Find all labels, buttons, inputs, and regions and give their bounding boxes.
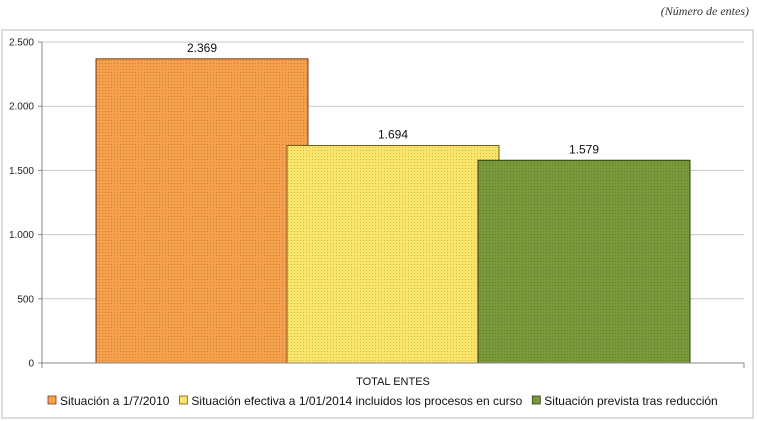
legend-swatch xyxy=(179,395,188,405)
y-tick-label: 0 xyxy=(28,359,34,370)
legend-swatch xyxy=(47,395,57,405)
data-label-2: 1.694 xyxy=(378,127,408,141)
legend-label: Situación efectiva a 1/01/2014 incluidos… xyxy=(191,394,522,408)
bar-2 xyxy=(286,144,500,364)
legend-label: Situación a 1/7/2010 xyxy=(60,394,170,408)
legend-item-3: Situación prevista tras reducción xyxy=(531,394,718,408)
legend-swatch xyxy=(531,395,541,405)
y-tick-label: 1.000 xyxy=(9,230,34,241)
units-note: (Número de entes) xyxy=(660,4,749,18)
legend-label: Situación prevista tras reducción xyxy=(544,394,717,408)
data-label-1: 2.369 xyxy=(187,41,217,55)
bar-texture xyxy=(478,160,690,363)
legend-item-1: Situación a 1/7/2010 xyxy=(47,394,170,408)
chart-frame xyxy=(1,29,754,419)
y-tick-label: 1.500 xyxy=(9,166,34,177)
bar-1 xyxy=(95,58,309,364)
y-tick-label: 500 xyxy=(17,294,34,305)
legend-item-2: Situación efectiva a 1/01/2014 incluidos… xyxy=(179,394,523,408)
bar-texture xyxy=(96,58,308,363)
bar-texture xyxy=(287,145,499,363)
data-label-3: 1.579 xyxy=(569,142,599,156)
bar-3 xyxy=(477,159,691,364)
y-tick-label: 2.500 xyxy=(9,38,34,49)
y-tick-label: 2.000 xyxy=(9,102,34,113)
x-category-label: TOTAL ENTES xyxy=(356,376,430,388)
